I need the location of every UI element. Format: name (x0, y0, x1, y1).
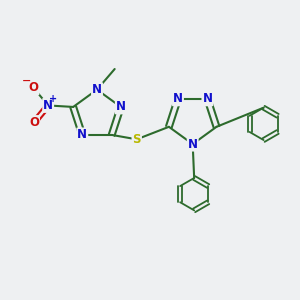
Text: O: O (28, 81, 38, 94)
Text: N: N (43, 99, 53, 112)
Text: N: N (188, 138, 198, 151)
Text: O: O (29, 116, 39, 129)
Text: −: − (22, 76, 32, 86)
Text: N: N (77, 128, 87, 141)
Text: N: N (116, 100, 126, 113)
Text: N: N (202, 92, 212, 105)
Text: N: N (173, 92, 183, 105)
Text: S: S (133, 133, 141, 146)
Text: N: N (92, 83, 102, 96)
Text: +: + (50, 94, 58, 104)
